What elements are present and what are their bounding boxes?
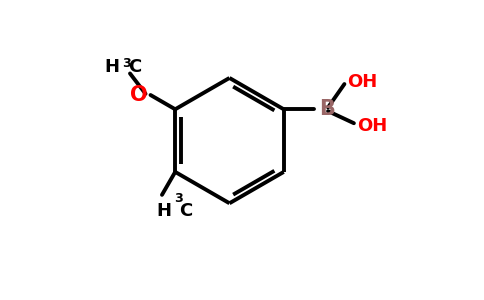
Text: 3: 3 [175,192,183,205]
Text: C: C [180,202,193,220]
Text: B: B [319,99,335,119]
Text: OH: OH [348,73,378,91]
Text: OH: OH [357,117,387,135]
Text: H: H [156,202,171,220]
Text: H: H [105,58,120,76]
Text: C: C [128,58,141,76]
Text: 3: 3 [122,57,131,70]
Text: O: O [130,85,148,105]
